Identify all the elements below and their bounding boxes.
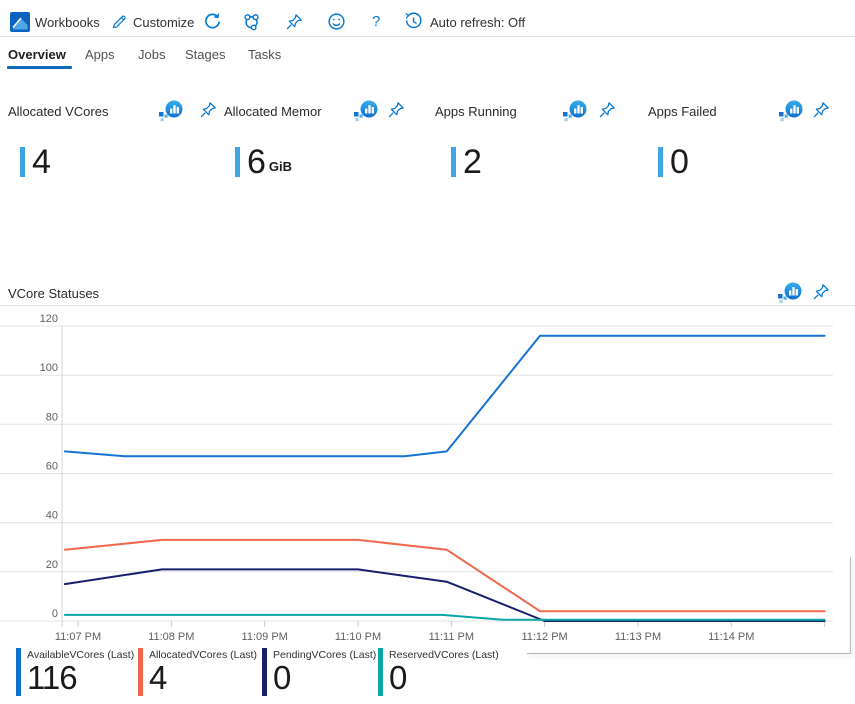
value-accent-bar <box>20 147 25 177</box>
metric-value: 6 <box>247 143 266 181</box>
tab-jobs[interactable]: Jobs <box>138 47 166 62</box>
legend-label: ReservedVCores (Last) <box>389 649 499 661</box>
metric-label: Apps Failed <box>648 104 717 119</box>
legend-value: 0 <box>273 659 291 696</box>
workbooks-logo-icon <box>10 12 30 37</box>
feedback-smiley-icon[interactable] <box>327 12 346 31</box>
metrics-icon[interactable] <box>562 100 588 122</box>
legend-label: AllocatedVCores (Last) <box>149 649 257 661</box>
chart-section-header: VCore Statuses <box>0 280 855 306</box>
value-accent-bar <box>658 147 663 177</box>
legend-label: PendingVCores (Last) <box>273 649 377 661</box>
metrics-icon[interactable] <box>778 100 804 122</box>
metrics-icon[interactable] <box>353 100 379 122</box>
auto-refresh-clock-icon[interactable] <box>404 12 423 31</box>
metrics-icon[interactable] <box>158 100 184 122</box>
svg-text:20: 20 <box>46 559 58 571</box>
metric-value: 0 <box>670 143 689 181</box>
svg-text:11:14 PM: 11:14 PM <box>708 631 754 643</box>
legend-item-pending-vcores: PendingVCores (Last) 0 <box>262 648 376 696</box>
legend-item-available-vcores: AvailableVCores (Last) 116 <box>16 648 134 696</box>
metric-value: 4 <box>32 143 51 181</box>
metric-label: Apps Running <box>435 104 517 119</box>
legend-item-reserved-vcores: ReservedVCores (Last) 0 <box>378 648 499 696</box>
legend-color-bar <box>138 648 143 696</box>
value-accent-bar <box>451 147 456 177</box>
app-title: Workbooks <box>35 15 100 30</box>
section-divider <box>0 305 855 306</box>
legend-color-bar <box>378 648 383 696</box>
legend-value: 0 <box>389 659 407 696</box>
svg-text:11:13 PM: 11:13 PM <box>615 631 661 643</box>
top-toolbar: Workbooks Customize <box>0 0 855 37</box>
svg-text:11:09 PM: 11:09 PM <box>242 631 288 643</box>
svg-text:100: 100 <box>40 362 58 374</box>
metrics-icon[interactable] <box>777 282 803 304</box>
pin-icon[interactable] <box>387 101 413 123</box>
customize-button[interactable]: Customize <box>133 15 195 30</box>
legend-value: 4 <box>149 659 167 696</box>
value-accent-bar <box>235 147 240 177</box>
customize-pencil-icon[interactable] <box>110 12 129 31</box>
tab-stages[interactable]: Stages <box>185 47 226 62</box>
tab-apps[interactable]: Apps <box>85 47 115 62</box>
chart-legend: AvailableVCores (Last) 116 AllocatedVCor… <box>0 646 855 702</box>
svg-text:11:08 PM: 11:08 PM <box>148 631 194 643</box>
tab-bar: Overview Apps Jobs Stages Tasks <box>0 37 855 71</box>
metric-tiles-row: Allocated VCores 4 Allocated <box>0 78 855 208</box>
metric-unit: GiB <box>268 158 293 174</box>
svg-text:120: 120 <box>40 313 58 325</box>
svg-text:11:10 PM: 11:10 PM <box>335 631 381 643</box>
section-title: VCore Statuses <box>8 286 100 301</box>
legend-color-bar <box>262 648 267 696</box>
svg-text:60: 60 <box>46 461 58 473</box>
legend-item-allocated-vcores: AllocatedVCores (Last) 4 <box>138 648 257 696</box>
pin-icon[interactable] <box>598 101 624 123</box>
tab-tasks[interactable]: Tasks <box>248 47 282 62</box>
svg-text:0: 0 <box>52 608 58 620</box>
tab-overview[interactable]: Overview <box>8 47 66 62</box>
svg-text:11:12 PM: 11:12 PM <box>521 631 567 643</box>
svg-text:80: 80 <box>46 411 58 423</box>
metric-label: Allocated VCores <box>8 104 109 119</box>
svg-text:40: 40 <box>46 510 58 522</box>
refresh-icon[interactable] <box>203 12 222 31</box>
legend-color-bar <box>16 648 21 696</box>
legend-label: AvailableVCores (Last) <box>27 649 135 661</box>
svg-text:11:07 PM: 11:07 PM <box>55 631 101 643</box>
help-icon[interactable]: ? <box>372 13 381 30</box>
pin-icon[interactable] <box>199 101 225 123</box>
active-tab-underline <box>7 66 72 69</box>
vcore-statuses-chart: 120 100 80 60 40 20 0 11:07 PM 11:08 PM 11:09 PM 1… <box>0 313 833 643</box>
pin-icon[interactable] <box>284 12 303 31</box>
pin-icon[interactable] <box>812 101 838 123</box>
share-icon[interactable] <box>242 12 261 31</box>
legend-value: 116 <box>27 659 78 696</box>
svg-text:11:11 PM: 11:11 PM <box>429 631 474 643</box>
metric-label: Allocated Memor <box>224 104 322 119</box>
metric-value: 2 <box>463 143 482 181</box>
pin-icon[interactable] <box>812 283 838 305</box>
auto-refresh-button[interactable]: Auto refresh: Off <box>430 15 526 30</box>
